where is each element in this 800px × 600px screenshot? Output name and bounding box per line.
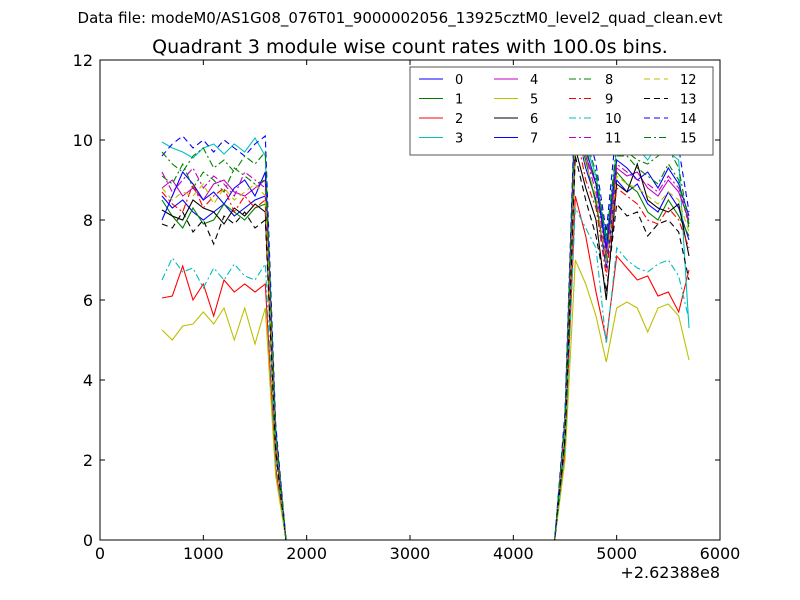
- x-tick-label: 4000: [493, 544, 534, 563]
- series-line-15: [161, 107, 690, 540]
- x-tick-label: 3000: [390, 544, 431, 563]
- legend-label-2: 2: [455, 112, 463, 127]
- x-axis-offset-label: +2.62388e8: [620, 563, 720, 582]
- series-line-12: [161, 135, 690, 540]
- series-line-5: [161, 259, 690, 540]
- series-line-2: [161, 195, 690, 540]
- series-line-9: [161, 127, 690, 540]
- legend-label-12: 12: [680, 73, 697, 88]
- legend-label-1: 1: [455, 93, 463, 108]
- chart-title: Quadrant 3 module wise count rates with …: [152, 36, 668, 58]
- legend-label-8: 8: [605, 73, 613, 88]
- legend-label-9: 9: [605, 93, 613, 108]
- y-tick-label: 6: [83, 291, 93, 310]
- legend-label-3: 3: [455, 132, 463, 147]
- y-tick-label: 8: [83, 211, 93, 230]
- series-line-10: [161, 205, 690, 540]
- legend-box: [409, 66, 714, 156]
- y-tick-label: 10: [73, 131, 93, 150]
- legend-label-11: 11: [605, 132, 622, 147]
- legend-label-7: 7: [530, 132, 538, 147]
- series-lines: [161, 87, 690, 540]
- legend-label-0: 0: [455, 73, 463, 88]
- y-tick-label: 4: [83, 371, 93, 390]
- x-tick-label: 5000: [596, 544, 637, 563]
- x-tick-label: 6000: [700, 544, 741, 563]
- series-line-14: [161, 87, 690, 540]
- legend-label-6: 6: [530, 112, 538, 127]
- legend-label-5: 5: [530, 93, 538, 108]
- figure-suptitle: Data file: modeM0/AS1G08_076T01_90000020…: [77, 9, 723, 27]
- series-line-3: [161, 95, 690, 540]
- y-tick-label: 0: [83, 531, 93, 550]
- series-line-6: [161, 147, 690, 540]
- x-axis-ticks: 0 1000 2000 3000 4000 5000 6000: [95, 60, 740, 563]
- x-tick-label: 2000: [286, 544, 327, 563]
- y-tick-label: 12: [73, 51, 93, 70]
- y-tick-label: 2: [83, 451, 93, 470]
- legend-label-14: 14: [680, 112, 697, 127]
- legend-label-10: 10: [605, 112, 622, 127]
- legend-label-4: 4: [530, 73, 538, 88]
- series-line-13: [161, 155, 690, 540]
- series-line-11: [161, 119, 690, 540]
- x-tick-label: 1000: [183, 544, 224, 563]
- x-tick-label: 0: [95, 544, 105, 563]
- legend-label-15: 15: [680, 132, 697, 147]
- legend-label-13: 13: [680, 93, 697, 108]
